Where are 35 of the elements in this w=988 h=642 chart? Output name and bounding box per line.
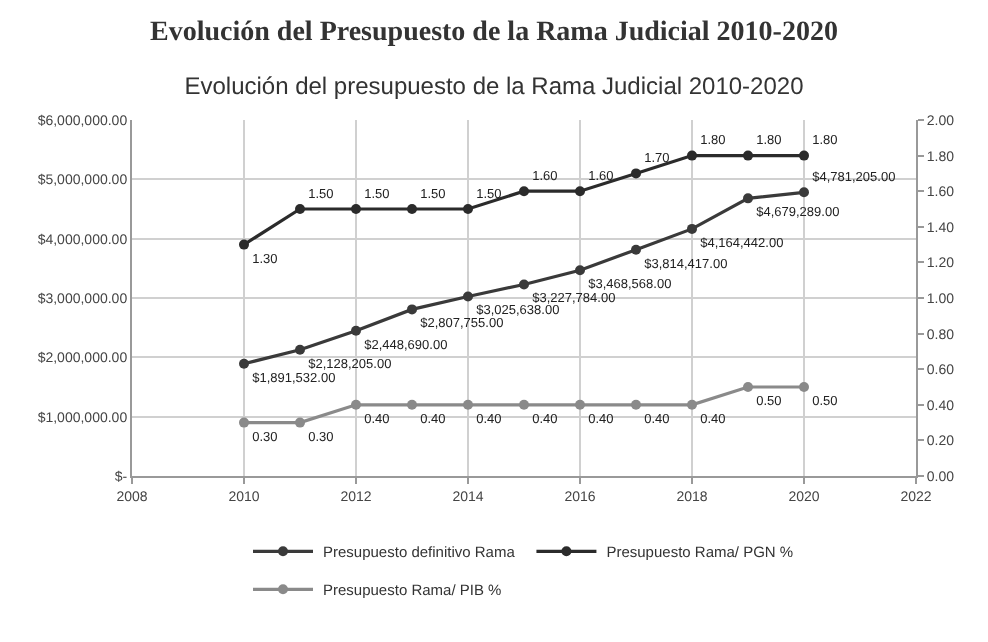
- chart-subtitle: Evolución del presupuesto de la Rama Judicial 2010-2020: [184, 72, 805, 101]
- point: [519, 186, 529, 197]
- point: [351, 325, 361, 336]
- point: [575, 265, 585, 276]
- point: [407, 304, 417, 315]
- point: [687, 150, 697, 161]
- point: [463, 291, 473, 302]
- point: [295, 417, 305, 428]
- point: [687, 399, 697, 410]
- point: [351, 399, 361, 410]
- point: [575, 399, 585, 410]
- point: [631, 399, 641, 410]
- point: [351, 204, 361, 214]
- point: [631, 244, 641, 255]
- point: [743, 382, 753, 392]
- point: [239, 417, 249, 428]
- point: [239, 239, 249, 250]
- point: [743, 193, 753, 204]
- point: [799, 187, 809, 198]
- point: [295, 204, 305, 214]
- point: [407, 204, 417, 214]
- point: [295, 344, 305, 355]
- point: [239, 358, 249, 369]
- point: [463, 204, 473, 214]
- point: [519, 279, 529, 290]
- point: [407, 399, 417, 410]
- point: [799, 382, 809, 392]
- point: [519, 399, 529, 410]
- chart-title: Evolución del Presupuesto de la Rama Judicial 2010-2020: [148, 16, 840, 52]
- point: [743, 150, 753, 161]
- point: [799, 150, 809, 161]
- point: [687, 223, 697, 234]
- point: [631, 168, 641, 179]
- point: [575, 186, 585, 197]
- point: [463, 399, 473, 410]
